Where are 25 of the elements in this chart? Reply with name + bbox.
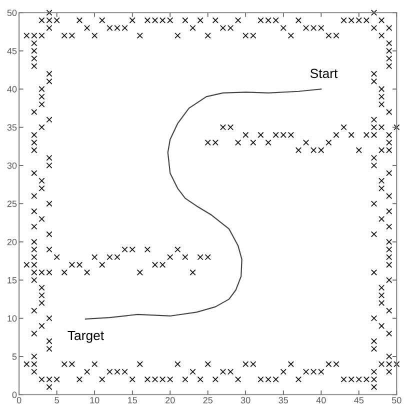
- y-tick-label: 15: [8, 277, 17, 284]
- y-tick-label: 25: [7, 200, 17, 208]
- y-tick-label: 20: [7, 238, 17, 246]
- x-tick-label: 30: [240, 397, 250, 404]
- x-tick-label: 40: [316, 397, 326, 404]
- x-tick-label: 20: [166, 397, 175, 404]
- y-tick-label: 30: [7, 162, 17, 169]
- y-tick-label: 40: [7, 86, 17, 92]
- x-tick-label: 50: [392, 397, 402, 404]
- x-tick-label: 35: [278, 397, 288, 404]
- y-tick-label: 0: [12, 392, 17, 398]
- x-tick-label: 5: [54, 397, 59, 404]
- y-tick-label: 10: [8, 315, 17, 322]
- line-series: [84, 88, 322, 320]
- x-tick-label: 45: [354, 397, 364, 404]
- y-tick-label: 35: [7, 124, 17, 131]
- x-tick-label: 15: [128, 397, 137, 404]
- x-tick-label: 10: [90, 397, 100, 404]
- y-tick-label: 5: [12, 354, 17, 360]
- annotation: Start: [310, 68, 338, 78]
- annotation: Target: [68, 330, 104, 343]
- y-tick-label: 45: [7, 48, 17, 54]
- x-tick-label: 0: [16, 397, 22, 404]
- y-tick-label: 50: [7, 10, 17, 16]
- x-tick-label: 25: [203, 397, 213, 404]
